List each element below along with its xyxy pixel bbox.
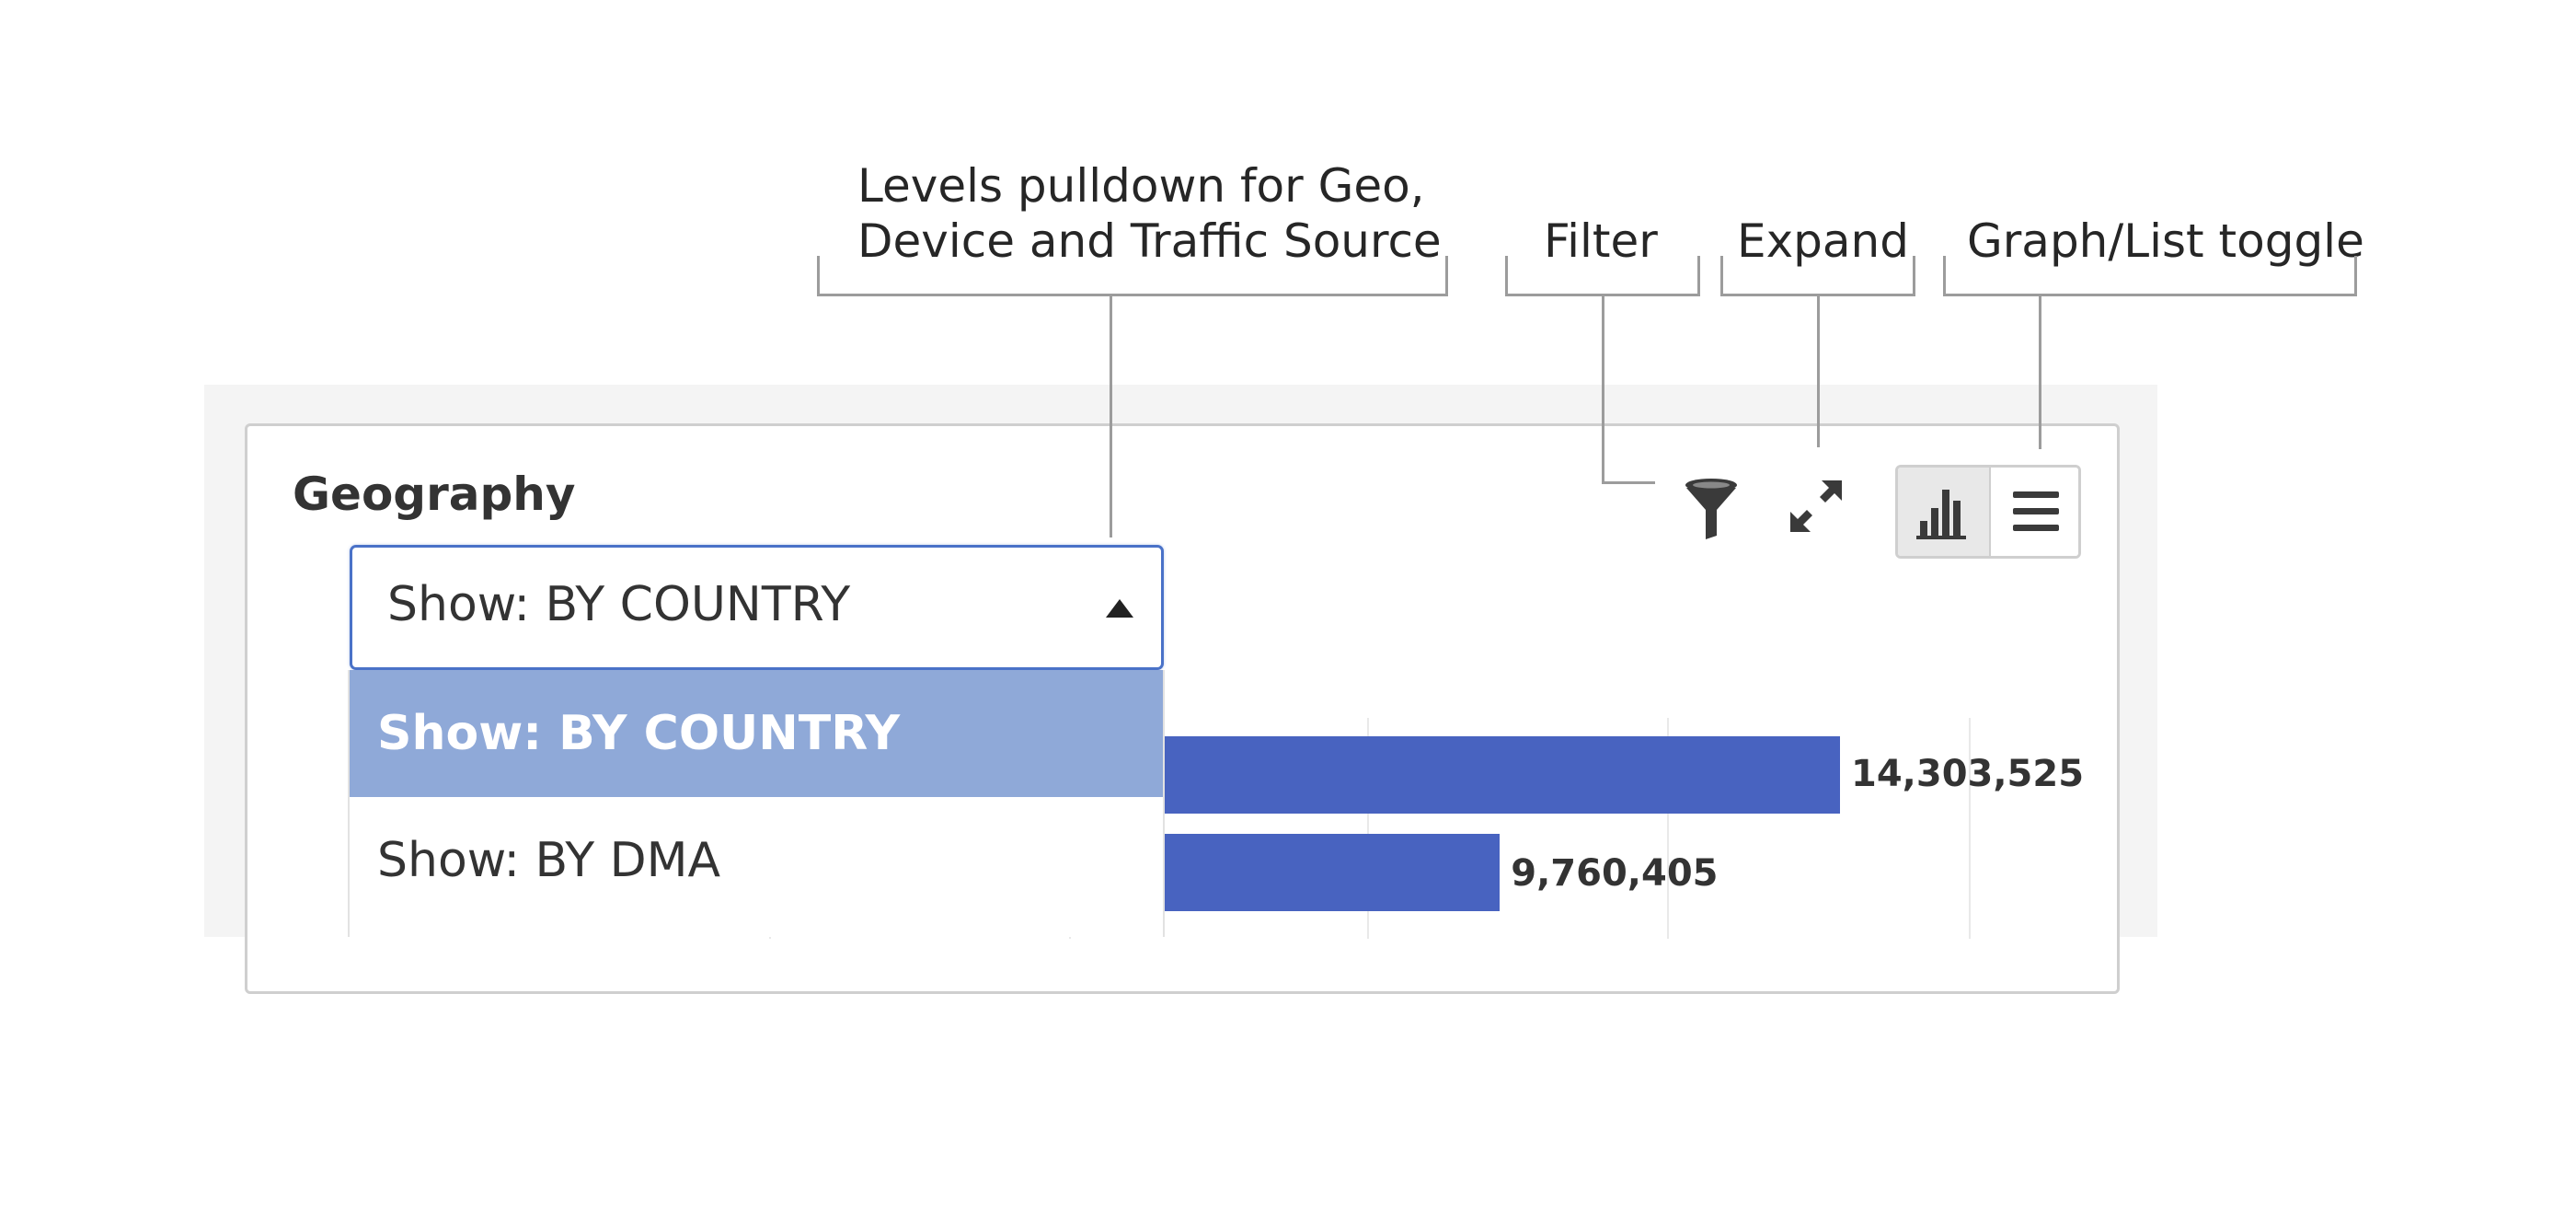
callout-bracket-filter	[1505, 256, 1700, 296]
chart-gridline	[1969, 718, 1971, 939]
dropdown-option-by-country[interactable]: Show: BY COUNTRY	[350, 670, 1163, 797]
graph-list-toggle	[1895, 465, 2081, 559]
list-view-button[interactable]	[1991, 468, 2078, 556]
list-icon	[2013, 491, 2059, 531]
callout-graph-list-toggle: Graph/List toggle	[1967, 214, 2364, 268]
levels-select[interactable]: Show: BY COUNTRY	[350, 545, 1164, 670]
callout-leader-filter	[1602, 296, 1604, 484]
bar-chart-icon	[1916, 490, 1966, 539]
callout-leader-expand	[1817, 296, 1820, 447]
callout-levels-line1: Levels pulldown for Geo,	[857, 159, 1425, 213]
callout-levels-line2: Device and Traffic Source	[857, 214, 1442, 268]
graph-view-button[interactable]	[1898, 468, 1992, 556]
funnel-icon[interactable]	[1678, 477, 1744, 541]
callout-leader-filter-elbow	[1602, 481, 1655, 484]
callout-bracket-toggle	[1943, 256, 2357, 296]
callout-expand: Expand	[1737, 214, 1909, 268]
chart-bar-label-1: 14,303,525	[1851, 753, 2085, 795]
card-title: Geography	[293, 468, 576, 521]
callout-bracket-expand	[1720, 256, 1915, 296]
caret-up-icon	[1106, 599, 1133, 618]
levels-select-value: Show: BY COUNTRY	[387, 577, 851, 632]
callout-bracket-levels	[817, 256, 1448, 296]
dropdown-option-by-dma[interactable]: Show: BY DMA	[377, 833, 721, 888]
callout-leader-toggle	[2039, 296, 2041, 449]
callout-leader-levels	[1110, 296, 1112, 537]
callout-filter: Filter	[1544, 214, 1658, 268]
chart-gridline	[1667, 718, 1669, 939]
expand-arrows-icon[interactable]	[1787, 477, 1846, 536]
chart-bar-label-2: 9,760,405	[1511, 852, 1719, 895]
chart-gridline	[1367, 718, 1369, 939]
levels-dropdown-menu: Show: BY COUNTRY Show: BY DMA	[348, 670, 1165, 937]
